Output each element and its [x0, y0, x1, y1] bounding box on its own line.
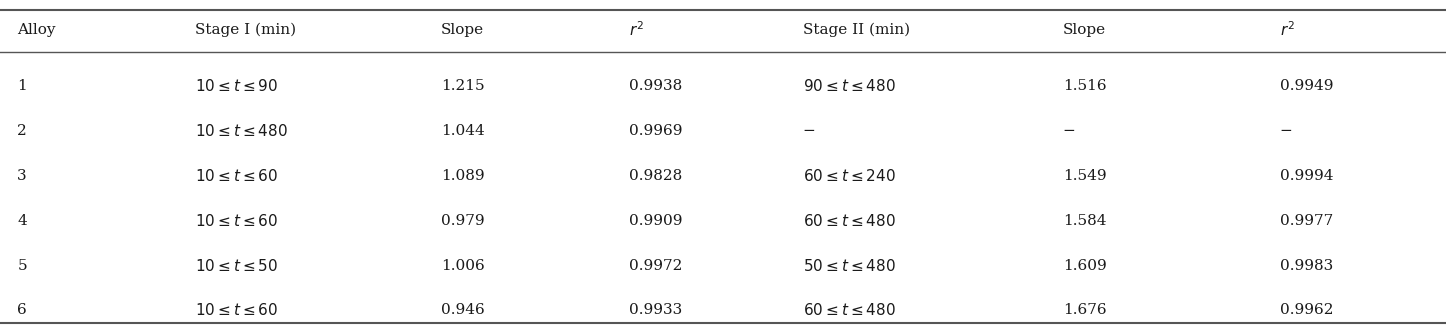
Text: 6: 6: [17, 303, 27, 317]
Text: $10 \leq t \leq 60$: $10 \leq t \leq 60$: [195, 213, 279, 229]
Text: 1.584: 1.584: [1063, 214, 1106, 228]
Text: Slope: Slope: [441, 23, 484, 37]
Text: $10 \leq t \leq 90$: $10 \leq t \leq 90$: [195, 78, 279, 94]
Text: 0.9994: 0.9994: [1280, 169, 1333, 183]
Text: Alloy: Alloy: [17, 23, 56, 37]
Text: 0.9962: 0.9962: [1280, 303, 1333, 317]
Text: 1.044: 1.044: [441, 124, 484, 138]
Text: $10 \leq t \leq 480$: $10 \leq t \leq 480$: [195, 123, 288, 139]
Text: 0.9909: 0.9909: [629, 214, 683, 228]
Text: $10 \leq t \leq 60$: $10 \leq t \leq 60$: [195, 302, 279, 318]
Text: 1: 1: [17, 79, 27, 93]
Text: 1.089: 1.089: [441, 169, 484, 183]
Text: $10 \leq t \leq 60$: $10 \leq t \leq 60$: [195, 168, 279, 184]
Text: 1.516: 1.516: [1063, 79, 1106, 93]
Text: 0.9977: 0.9977: [1280, 214, 1333, 228]
Text: Slope: Slope: [1063, 23, 1106, 37]
Text: $50 \leq t \leq 480$: $50 \leq t \leq 480$: [803, 258, 895, 274]
Text: 5: 5: [17, 259, 27, 273]
Text: $90 \leq t \leq 480$: $90 \leq t \leq 480$: [803, 78, 895, 94]
Text: 0.9972: 0.9972: [629, 259, 683, 273]
Text: 1.006: 1.006: [441, 259, 484, 273]
Text: $10 \leq t \leq 50$: $10 \leq t \leq 50$: [195, 258, 279, 274]
Text: $r^{2}$: $r^{2}$: [629, 21, 643, 39]
Text: 0.946: 0.946: [441, 303, 484, 317]
Text: $60 \leq t \leq 480$: $60 \leq t \leq 480$: [803, 302, 895, 318]
Text: 0.979: 0.979: [441, 214, 484, 228]
Text: 0.9933: 0.9933: [629, 303, 683, 317]
Text: 0.9983: 0.9983: [1280, 259, 1333, 273]
Text: 3: 3: [17, 169, 27, 183]
Text: 0.9949: 0.9949: [1280, 79, 1333, 93]
Text: −: −: [803, 124, 816, 138]
Text: 2: 2: [17, 124, 27, 138]
Text: 1.215: 1.215: [441, 79, 484, 93]
Text: Stage II (min): Stage II (min): [803, 23, 910, 37]
Text: $60 \leq t \leq 480$: $60 \leq t \leq 480$: [803, 213, 895, 229]
Text: 1.676: 1.676: [1063, 303, 1106, 317]
Text: $60 \leq t \leq 240$: $60 \leq t \leq 240$: [803, 168, 895, 184]
Text: 4: 4: [17, 214, 27, 228]
Text: 1.549: 1.549: [1063, 169, 1106, 183]
Text: 0.9938: 0.9938: [629, 79, 683, 93]
Text: −: −: [1280, 124, 1293, 138]
Text: 0.9828: 0.9828: [629, 169, 683, 183]
Text: $r^{2}$: $r^{2}$: [1280, 21, 1294, 39]
Text: Stage I (min): Stage I (min): [195, 23, 296, 37]
Text: 0.9969: 0.9969: [629, 124, 683, 138]
Text: −: −: [1063, 124, 1076, 138]
Text: 1.609: 1.609: [1063, 259, 1106, 273]
